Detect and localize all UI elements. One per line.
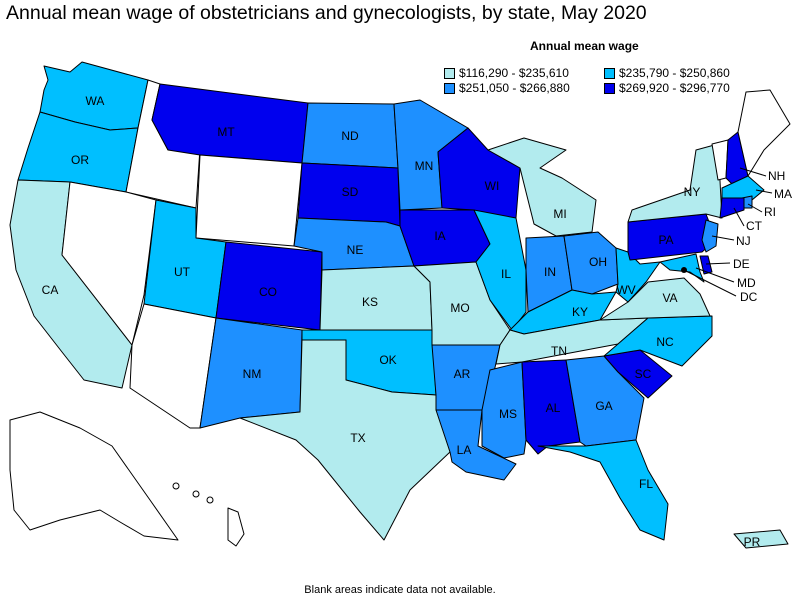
state-label-in: IN [544, 265, 556, 279]
hawaii-islet-icon [192, 490, 200, 498]
state-label-md: MD [737, 276, 756, 290]
state-label-va: VA [662, 291, 677, 305]
state-de [699, 255, 713, 275]
state-label-sd: SD [342, 185, 359, 199]
map-title: Annual mean wage of obstetricians and gy… [6, 2, 647, 24]
hawaii-islet-icon [206, 496, 214, 504]
state-label-ri: RI [764, 205, 776, 219]
state-label-ct: CT [746, 219, 763, 233]
state-label-ks: KS [362, 295, 378, 309]
state-label-or: OR [71, 153, 89, 167]
state-label-ga: GA [595, 399, 612, 413]
state-label-ma: MA [774, 187, 792, 201]
callout-line-nh [739, 167, 767, 177]
state-label-ne: NE [347, 243, 364, 257]
state-label-ia: IA [434, 229, 445, 243]
dc-marker-icon [681, 267, 687, 273]
state-label-ut: UT [174, 265, 191, 279]
state-label-la: LA [457, 443, 472, 457]
state-label-wa: WA [86, 94, 105, 108]
state-nv [61, 181, 157, 346]
legend-title: Annual mean wage [530, 39, 639, 53]
legend-swatch-tier-2 [604, 67, 615, 79]
state-label-mi: MI [553, 207, 566, 221]
legend-item-tier-2: $235,790 - $250,860 [604, 66, 730, 80]
state-ny [627, 143, 723, 223]
state-label-il: IL [501, 267, 511, 281]
state-label-nj: NJ [736, 234, 751, 248]
legend-label-tier-4: $269,920 - $296,770 [619, 81, 730, 95]
state-hi [227, 507, 245, 547]
legend-label-tier-1: $116,290 - $235,610 [459, 66, 569, 80]
callout-line-md [695, 267, 735, 283]
state-label-tx: TX [350, 431, 365, 445]
legend-item-tier-1: $116,290 - $235,610 [444, 66, 569, 80]
state-tx [239, 339, 451, 541]
state-label-oh: OH [589, 255, 607, 269]
legend-swatch-tier-4 [604, 82, 615, 94]
callout-line-dc [683, 269, 737, 297]
state-label-nm: NM [243, 367, 262, 381]
legend-swatch-tier-1 [444, 67, 455, 79]
state-label-nc: NC [656, 335, 674, 349]
state-me [737, 89, 791, 177]
state-label-co: CO [259, 285, 277, 299]
callout-line-de [705, 262, 731, 265]
state-ak [9, 411, 179, 541]
state-ma [721, 175, 765, 201]
state-label-ar: AR [454, 367, 471, 381]
state-label-mn: MN [415, 159, 434, 173]
state-la [435, 409, 517, 481]
state-pr [733, 529, 789, 549]
state-label-ky: KY [572, 305, 588, 319]
state-fl [537, 439, 669, 541]
state-label-sc: SC [635, 367, 652, 381]
state-nj [701, 219, 719, 253]
state-wy [195, 154, 303, 247]
state-label-nh: NH [768, 169, 785, 183]
state-label-mt: MT [217, 125, 235, 139]
legend-label-tier-2: $235,790 - $250,860 [619, 66, 730, 80]
state-label-pa: PA [658, 233, 673, 247]
legend-swatch-tier-3 [444, 82, 455, 94]
state-label-al: AL [546, 401, 561, 415]
callout-line-nj [711, 235, 735, 241]
callout-line-ri [747, 203, 763, 213]
hawaii-islet-icon [172, 482, 180, 490]
state-label-ca: CA [42, 283, 59, 297]
state-label-wi: WI [485, 179, 500, 193]
footnote: Blank areas indicate data not available. [304, 584, 496, 596]
state-label-de: DE [733, 257, 750, 271]
callout-line-ct [733, 207, 745, 227]
state-label-mo: MO [450, 301, 469, 315]
state-mi [487, 137, 597, 237]
state-mt [151, 83, 309, 164]
state-label-ok: OK [379, 353, 396, 367]
state-label-ms: MS [499, 407, 517, 421]
state-label-fl: FL [639, 477, 653, 491]
callout-line-ma [755, 189, 773, 194]
legend-item-tier-4: $269,920 - $296,770 [604, 81, 730, 95]
state-ct [719, 197, 745, 219]
state-label-ny: NY [684, 185, 701, 199]
state-label-wv: WV [616, 283, 635, 297]
state-label-nd: ND [341, 129, 359, 143]
legend-item-tier-3: $251,050 - $266,880 [444, 81, 570, 95]
legend-label-tier-3: $251,050 - $266,880 [459, 81, 570, 95]
state-label-dc: DC [740, 290, 758, 304]
state-label-tn: TN [551, 344, 567, 358]
state-label-pr: PR [744, 535, 761, 549]
